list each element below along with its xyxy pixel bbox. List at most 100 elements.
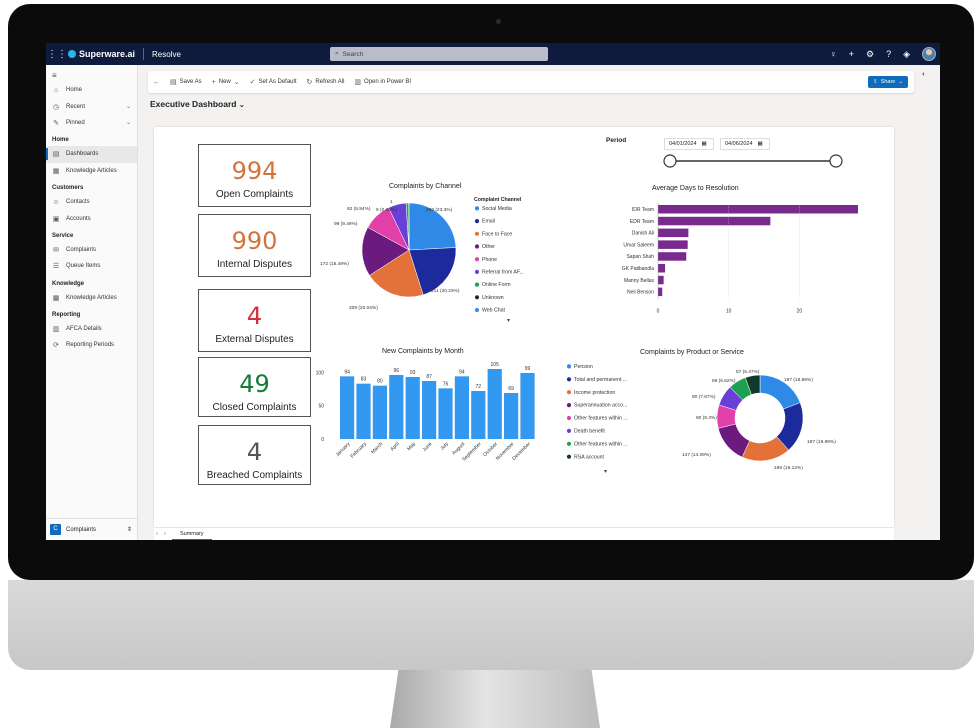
bar-category-label: EDR Team (630, 219, 654, 225)
donut-data-label: 197 (18.89%) (784, 377, 813, 383)
tab-nav-prev-icon[interactable]: ‹ (156, 531, 158, 537)
gear-icon[interactable]: ⚙ (865, 48, 875, 59)
bar-data-label: 87 (426, 374, 432, 380)
kpi-card[interactable]: 994 Open Complaints (198, 144, 311, 207)
dashboard-title: Executive Dashboard (150, 99, 237, 109)
month-bar[interactable] (504, 393, 519, 439)
sidebar-item-accounts[interactable]: ▣ Accounts (46, 210, 137, 226)
period-end-input[interactable]: 04/06/2024 ▦ (720, 138, 770, 150)
lightbulb-icon[interactable]: ♀ (829, 49, 837, 59)
legend-item: RSA account (574, 454, 605, 460)
month-bar[interactable] (454, 376, 469, 439)
back-button[interactable]: ← (148, 79, 165, 86)
kpi-card[interactable]: 4 Breached Complaints (198, 425, 311, 485)
x-tick-label: 0 (657, 308, 660, 314)
sidebar-item-queue-items[interactable]: ☰ Queue Items (46, 258, 137, 274)
kpi-card[interactable]: 4 External Disputes (198, 289, 311, 352)
new-button[interactable]: + New ⌄ (207, 78, 245, 87)
sidebar-item-afca-details[interactable]: ▥ AFCA Details (46, 321, 137, 337)
copilot-icon[interactable]: ◈ (903, 48, 910, 59)
kpi-card[interactable]: 990 Internal Disputes (198, 214, 311, 277)
pie-slice-email[interactable] (408, 247, 457, 296)
resolution-bar[interactable] (658, 275, 664, 285)
sidebar-item-recent[interactable]: ◷ Recent ⌄ (46, 98, 137, 114)
chevron-down-icon[interactable]: ⌄ (125, 104, 131, 111)
slider-start-handle[interactable] (663, 154, 677, 168)
month-bar[interactable] (438, 388, 453, 439)
help-icon[interactable]: ? (886, 49, 892, 59)
month-bar[interactable] (422, 381, 437, 439)
resolution-bar[interactable] (658, 240, 688, 249)
x-tick-label: December (511, 441, 532, 462)
resolution-bar[interactable] (658, 264, 666, 273)
refresh-button[interactable]: ↻ Refresh All (302, 78, 350, 86)
pie-slice-social-media[interactable] (408, 202, 457, 251)
plus-icon[interactable]: + (848, 49, 854, 59)
bar-category-label: Umar Saleem (623, 242, 654, 248)
month-bar[interactable] (356, 383, 371, 439)
resolution-bar[interactable] (658, 228, 689, 238)
product-chart-title: Complaints by Product or Service (640, 349, 744, 356)
monitor-stand (390, 670, 600, 728)
side-pane-icon[interactable]: ◐ (922, 71, 927, 78)
resolution-bar[interactable] (658, 216, 771, 226)
avatar[interactable] (922, 47, 936, 61)
slider-end-handle[interactable] (829, 154, 843, 168)
dashboard-icon: ▤ (52, 151, 60, 159)
month-bar[interactable] (487, 369, 502, 439)
nav-group-heading: Reporting (52, 311, 81, 318)
share-button[interactable]: ⇪ Share ⌄ (868, 76, 908, 88)
sidebar-item-dashboards[interactable]: ▤ Dashboards (46, 146, 137, 163)
donut-data-label: 197 (18.89%) (807, 439, 836, 445)
month-bar[interactable] (471, 391, 486, 439)
open-powerbi-label: Open in Power BI (364, 79, 412, 85)
chevron-down-icon[interactable]: ⌄ (125, 120, 131, 127)
month-bar[interactable] (372, 385, 387, 439)
area-switcher[interactable]: C Complaints ⇕ (46, 518, 138, 540)
nav-group-heading: Knowledge (52, 280, 85, 287)
pie-slice-rsa-account[interactable] (744, 374, 761, 395)
x-tick-label: 10 (726, 308, 732, 314)
legend-item: Income protection (574, 390, 615, 396)
month-bar[interactable] (340, 376, 355, 439)
tab-nav-next-icon[interactable]: › (164, 531, 166, 537)
hamburger-icon[interactable]: ≡ (52, 71, 57, 80)
month-bar[interactable] (520, 373, 535, 439)
brand-name: Superware.ai (79, 49, 136, 59)
open-powerbi-button[interactable]: ▥ Open in Power BI (349, 78, 416, 86)
refresh-label: Refresh All (315, 79, 345, 85)
search-box[interactable]: ⌕ Search (330, 47, 548, 61)
month-bar[interactable] (389, 375, 404, 439)
legend-item: Referral from AF... (482, 270, 524, 276)
dashboard-selector[interactable]: Executive Dashboard ⌄ (150, 99, 245, 109)
app-launcher-icon[interactable]: ⋮⋮ (47, 48, 67, 60)
channel-pie-chart: 243 (23.3%) 211 (20.23%) 209 (20.04%) 172 (… (320, 197, 524, 324)
kpi-card[interactable]: 49 Closed Complaints (198, 357, 311, 417)
legend-item: Email (482, 219, 495, 225)
sidebar-item-knowledge-articles[interactable]: ▦ Knowledge Articles (46, 290, 137, 306)
refresh-icon: ↻ (306, 79, 313, 86)
tab-summary[interactable]: Summary (172, 528, 212, 540)
x-tick-label: 20 (797, 308, 803, 314)
sidebar-item-complaints[interactable]: ✉ Complaints (46, 242, 137, 258)
sidebar-item-pinned[interactable]: ✎ Pinned ⌄ (46, 115, 137, 131)
brand-logo[interactable]: Superware.ai (68, 49, 135, 59)
month-bar[interactable] (405, 377, 420, 439)
sidebar-item-label: Complaints (66, 246, 97, 253)
pie-slice-other[interactable] (361, 227, 410, 276)
sidebar-item-knowledge-articles[interactable]: ▦ Knowledge Articles (46, 163, 137, 179)
sidebar-item-contacts[interactable]: ☺ Contacts (46, 194, 137, 210)
sidebar-item-reporting-periods[interactable]: ⟳ Reporting Periods (46, 337, 137, 353)
app-name[interactable]: Resolve (152, 49, 181, 59)
save-as-button[interactable]: ▤ Save As (165, 78, 207, 86)
resolution-bar[interactable] (658, 205, 858, 214)
kpi-label: Closed Complaints (212, 402, 297, 413)
set-default-button[interactable]: ✓ Set As Default (245, 78, 302, 86)
period-slider[interactable] (662, 153, 844, 169)
resolution-bar[interactable] (658, 287, 663, 297)
pie-slice-face-to-face[interactable] (369, 249, 424, 298)
resolution-bar[interactable] (658, 252, 687, 261)
sidebar-item-home[interactable]: ⌂ Home (46, 82, 137, 98)
bar-data-label: 76 (443, 381, 449, 387)
period-start-input[interactable]: 04/01/2024 ▦ (664, 138, 714, 150)
